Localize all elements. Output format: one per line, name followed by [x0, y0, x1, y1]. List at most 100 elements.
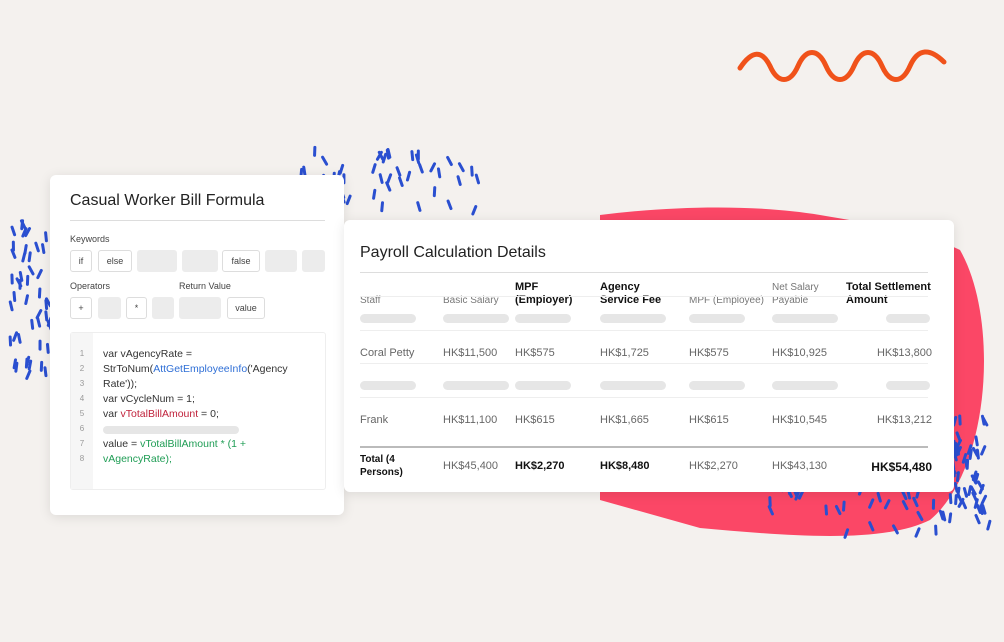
code-line: vAgencyRate);: [103, 453, 172, 465]
total-cell: HK$2,270: [515, 460, 565, 472]
decor-dash: [45, 342, 50, 354]
code-placeholder: [103, 426, 239, 434]
decor-dash: [24, 294, 29, 306]
decor-dash: [8, 300, 14, 312]
decor-dash: [27, 359, 33, 371]
decor-dash: [27, 265, 35, 276]
decor-dash: [938, 509, 945, 521]
code-line: var vCycleNum = 1;: [103, 393, 195, 405]
decor-dash: [974, 435, 979, 447]
table-cell: HK$10,925: [772, 347, 828, 359]
decor-dash: [446, 199, 453, 211]
code-token: vTotalBillAmount * (1 +: [140, 438, 247, 450]
decor-dash: [44, 310, 49, 322]
placeholder-button: [302, 250, 325, 272]
decor-dash: [34, 241, 40, 253]
decor-dash: [457, 162, 465, 173]
total-cell: Total (4 Persons): [360, 454, 403, 478]
decor-dash: [956, 486, 961, 498]
decor-dash: [948, 493, 953, 505]
decor-dash: [957, 497, 965, 508]
decor-dash: [44, 299, 49, 310]
decor-dash: [338, 163, 345, 175]
decor-dash: [385, 181, 392, 192]
cell-placeholder: [772, 314, 838, 323]
cell-placeholder: [689, 381, 745, 390]
decor-dash: [375, 150, 383, 161]
decor-dash: [767, 505, 774, 516]
decor-dash: [27, 251, 32, 263]
decor-dash: [41, 243, 46, 254]
keyword-button[interactable]: else: [98, 250, 132, 272]
return-value-button[interactable]: value: [227, 297, 265, 319]
decor-dash: [30, 318, 35, 330]
decor-dash: [901, 489, 908, 501]
line-number: 1: [79, 349, 85, 358]
operator-button[interactable]: +: [70, 297, 92, 319]
decor-dash: [12, 331, 19, 342]
decor-dash: [385, 148, 390, 160]
decor-dash: [964, 458, 969, 470]
decor-dash: [436, 167, 442, 179]
decor-dash: [15, 277, 23, 288]
line-number: 5: [79, 409, 85, 418]
keyword-button[interactable]: false: [222, 250, 260, 272]
decor-dash: [35, 309, 43, 320]
decor-dash: [948, 512, 953, 524]
table-cell: HK$11,100: [443, 414, 498, 426]
table-cell: Coral Petty: [360, 347, 415, 359]
decor-dash: [380, 201, 384, 213]
decor-dash: [966, 444, 973, 455]
decor-dash: [868, 521, 875, 532]
decor-dash: [25, 369, 32, 380]
keyword-button[interactable]: if: [70, 250, 92, 272]
total-cell: HK$45,400: [443, 460, 499, 472]
total-cell: HK$2,270: [689, 460, 738, 472]
decor-dash: [955, 446, 962, 457]
decor-dash: [21, 251, 27, 263]
decor-dash: [876, 491, 882, 503]
decor-dash: [912, 496, 919, 508]
decor-dash: [45, 297, 52, 308]
panel-title: Casual Worker Bill Formula: [70, 192, 265, 209]
decor-dash: [19, 219, 27, 230]
code-token: ('Agency: [247, 363, 288, 375]
decor-dash: [381, 152, 388, 164]
total-cell: HK$43,130: [772, 460, 828, 472]
cell-placeholder: [600, 314, 666, 323]
table-cell: HK$13,800: [876, 347, 932, 359]
decor-dash: [414, 153, 421, 165]
code-token: var vAgencyRate =: [103, 348, 193, 360]
decor-dash: [345, 194, 352, 206]
decor-dash: [976, 480, 984, 491]
line-number: 2: [79, 364, 85, 373]
decor-dash: [797, 489, 805, 500]
decor-dash: [14, 361, 19, 373]
line-number: 7: [79, 439, 85, 448]
decor-dash: [429, 162, 437, 173]
panel-title: Payroll Calculation Details: [360, 244, 546, 261]
line-number: 6: [79, 424, 85, 433]
section-label: Keywords: [70, 234, 110, 244]
code-line: var vAgencyRate =: [103, 348, 192, 360]
decor-dash: [395, 166, 402, 177]
decor-dash: [916, 510, 924, 521]
decor-dash: [968, 449, 973, 460]
row-divider: [360, 397, 928, 398]
decor-dash: [386, 173, 393, 184]
decor-dash: [868, 498, 875, 509]
payroll-panel: Payroll Calculation Details Staff Basic S…: [344, 220, 954, 492]
decor-dash: [971, 491, 978, 502]
code-line: value = vTotalBillAmount * (1 +: [103, 438, 246, 450]
table-cell: HK$13,212: [876, 414, 932, 426]
decor-dash: [378, 173, 384, 184]
decor-dash: [321, 155, 329, 166]
decor-dash: [941, 510, 947, 522]
operator-button[interactable]: *: [126, 297, 147, 319]
decor-dash: [955, 471, 960, 483]
placeholder-button: [137, 250, 177, 272]
decor-dash: [302, 165, 307, 177]
column-header: MPF (Employer): [515, 281, 573, 306]
decor-dash: [834, 504, 842, 516]
column-header: Basic Salary: [443, 295, 499, 306]
